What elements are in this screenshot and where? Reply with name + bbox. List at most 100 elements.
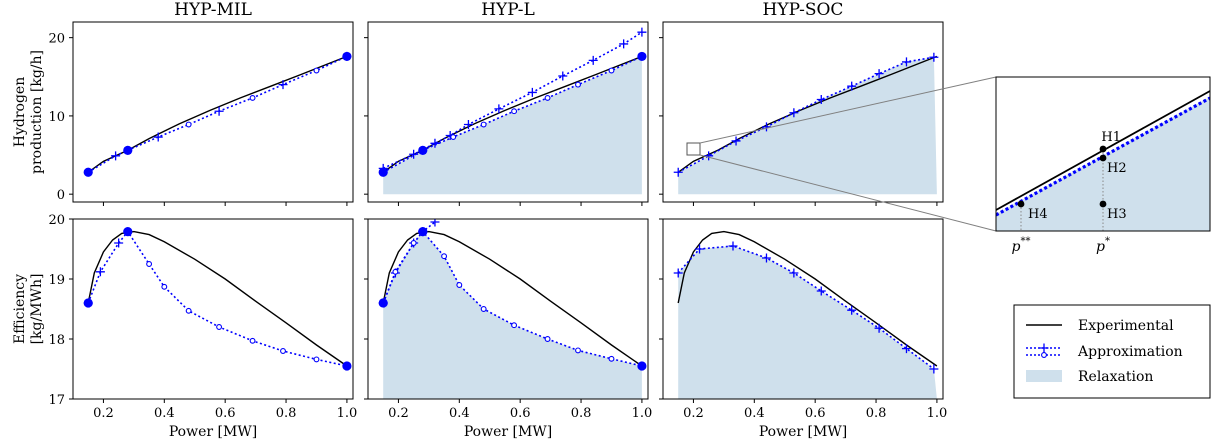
- plus-marker: [728, 241, 738, 251]
- plus-marker: [761, 122, 771, 132]
- circle-marker: [544, 94, 551, 101]
- breakpoint-marker: [342, 51, 352, 62]
- plus-marker: [901, 344, 911, 354]
- plot-area: [378, 27, 647, 195]
- plus-marker: [901, 57, 911, 67]
- circle-marker: [313, 67, 320, 74]
- x-tick-label: 0.8: [866, 406, 887, 421]
- plus-marker: [558, 71, 568, 81]
- relaxation-area: [678, 57, 937, 195]
- plus-marker: [527, 87, 537, 97]
- approximation-tangent-line: [382, 31, 643, 170]
- plus-marker: [430, 138, 440, 148]
- x-tick-label: 0.8: [571, 406, 592, 421]
- plus-marker: [731, 136, 741, 146]
- zoom-connector: [699, 76, 997, 144]
- y-axis-label: Efficiency [kg/MWh]: [12, 274, 45, 345]
- x-tick-label: 1.0: [927, 406, 948, 421]
- legend-relaxation-label: Relaxation: [1078, 369, 1153, 385]
- zoom-frame: [995, 76, 1211, 232]
- panel-title: HYP-SOC: [763, 0, 844, 20]
- circle-marker: [185, 121, 192, 128]
- panel-frame: [72, 21, 354, 203]
- panel-frame: [367, 218, 649, 400]
- panel-production-soc: HYP-SOC: [659, 0, 944, 206]
- zoom-pstar-label-superscript: *: [1105, 236, 1110, 247]
- experimental-line: [677, 230, 938, 367]
- circle-marker: [450, 134, 457, 140]
- plus-marker: [704, 151, 714, 161]
- y-tick-label: 10: [48, 110, 65, 125]
- panel-frame: [367, 21, 649, 203]
- panel-production-l: HYP-L: [364, 0, 649, 206]
- x-axis-label: Power [MW]: [759, 424, 847, 440]
- x-tick-label: 0.4: [449, 406, 470, 421]
- circle-marker: [544, 336, 551, 342]
- circle-marker: [1041, 352, 1047, 358]
- plot-area: [83, 227, 352, 371]
- legend-approximation-label: Approximation: [1077, 344, 1183, 360]
- approximation-line: [677, 245, 935, 370]
- x-tick-label: 0.6: [805, 406, 826, 421]
- circle-marker: [480, 121, 487, 128]
- plus-marker: [695, 244, 705, 254]
- plus-marker: [114, 238, 124, 248]
- plus-marker: [494, 104, 504, 114]
- plus-marker: [278, 80, 288, 90]
- zoom-source-box: [686, 142, 701, 156]
- y-tick-label: 0: [57, 188, 65, 203]
- circle-marker: [161, 283, 168, 290]
- plus-marker: [673, 268, 683, 278]
- zoom-point-label: H4: [1028, 207, 1048, 222]
- plus-marker: [637, 27, 647, 37]
- zoom-pstarstar-label-superscript: **: [1020, 236, 1030, 247]
- y-axis-label-line1: Hydrogen: [12, 77, 28, 147]
- zoom-point-h2: [1099, 154, 1107, 162]
- breakpoint-marker: [83, 167, 93, 177]
- relaxation-area: [383, 231, 642, 399]
- circle-marker: [608, 67, 615, 74]
- x-tick-label: 0.4: [154, 406, 175, 421]
- zoom-point-h4: [1017, 200, 1025, 208]
- y-tick-label: 20: [48, 32, 65, 47]
- plot-area: [83, 51, 352, 177]
- plus-marker: [816, 286, 826, 296]
- circle-marker: [249, 337, 256, 344]
- experimental-line: [382, 55, 643, 173]
- legend: Experimental Approximation Relaxation: [1013, 304, 1211, 399]
- circle-marker: [575, 81, 581, 88]
- breakpoint-marker: [123, 145, 133, 155]
- plot-area: [378, 219, 647, 399]
- experimental-line: [87, 55, 348, 173]
- x-tick-label: 0.2: [388, 406, 409, 421]
- plus-marker: [874, 323, 884, 333]
- plus-marker: [761, 253, 771, 263]
- panel-title: HYP-MIL: [174, 0, 252, 20]
- breakpoint-marker: [123, 227, 133, 237]
- approximation-line: [87, 55, 348, 173]
- approximation-line: [87, 230, 348, 367]
- zoom-point-label: H3: [1107, 207, 1127, 222]
- plus-marker: [409, 149, 419, 159]
- y-axis-label-line2: production [kg/h]: [29, 50, 45, 174]
- legend-relaxation-swatch: [1026, 370, 1062, 382]
- circle-marker: [511, 322, 518, 329]
- zoom-point-label: H1: [1101, 130, 1121, 145]
- panel-efficiency-soc: 0.2 0.4 0.6 0.8 1.0 Power [MW]: [659, 218, 948, 440]
- y-axis-label-line2: [kg/MWh]: [29, 274, 45, 345]
- legend-experimental-label: Experimental: [1078, 318, 1174, 334]
- x-tick-label: 1.0: [337, 406, 358, 421]
- y-tick-label: 19: [48, 273, 65, 288]
- breakpoint-marker: [342, 361, 352, 371]
- circle-marker: [280, 348, 286, 354]
- y-axis-label: Hydrogen production [kg/h]: [12, 50, 45, 174]
- circle-marker: [441, 253, 448, 260]
- breakpoint-marker: [418, 145, 428, 155]
- circle-marker: [313, 356, 320, 363]
- circle-marker: [146, 261, 153, 267]
- plot-area: [673, 52, 939, 195]
- breakpoint-marker: [637, 51, 647, 62]
- y-tick-label: 18: [48, 333, 65, 348]
- circle-marker: [511, 108, 518, 115]
- circle-marker: [410, 240, 417, 246]
